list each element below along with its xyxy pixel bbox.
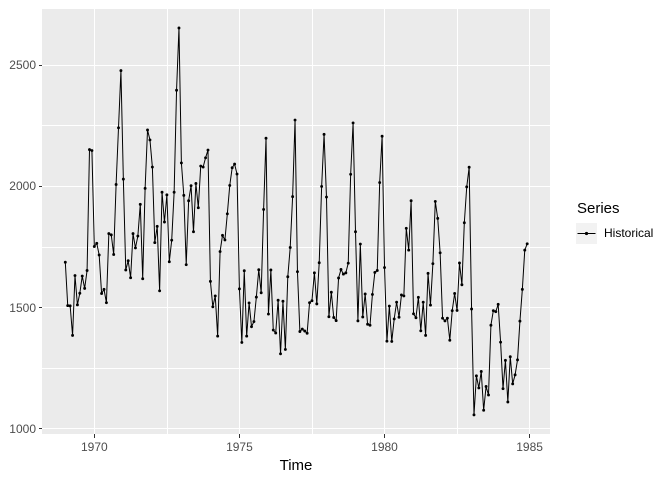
y-axis-tick <box>38 64 43 66</box>
x-axis-tick <box>529 434 531 438</box>
gridline-major-y <box>42 427 551 430</box>
legend-key-glyph-icon <box>577 231 596 236</box>
x-tick-label: 1970 <box>80 439 108 454</box>
legend-entry-historical: Historical <box>576 223 653 244</box>
legend-entry-label: Historical <box>604 226 654 240</box>
y-tick-label: 1500 <box>9 300 36 315</box>
gridline-minor-y <box>42 367 551 369</box>
x-tick-label: 1985 <box>516 439 543 454</box>
y-axis-tick <box>38 185 43 187</box>
gridline-minor-x <box>311 8 313 435</box>
x-axis-tick <box>238 434 240 438</box>
gridline-major-x <box>93 8 96 435</box>
x-tick-label: 1980 <box>371 439 398 454</box>
gridline-major-x <box>383 8 386 435</box>
gridline-minor-y <box>42 246 551 248</box>
x-tick-label: 1975 <box>226 439 253 454</box>
y-axis-tick <box>38 306 43 309</box>
legend-key <box>576 223 597 244</box>
gridline-major-y <box>42 306 551 309</box>
x-axis-tick <box>93 434 95 438</box>
legend-title: Series <box>577 200 620 217</box>
x-axis-title: Time <box>279 457 313 474</box>
y-tick-label: 2500 <box>9 58 36 73</box>
gridline-major-y <box>42 64 551 66</box>
y-axis-tick <box>38 428 43 430</box>
gridline-minor-x <box>456 8 458 435</box>
legend: Series Historical <box>576 200 653 244</box>
x-axis-tick <box>383 434 386 438</box>
gridline-major-y <box>42 185 551 188</box>
gridline-major-x <box>238 8 241 435</box>
y-tick-label: 2000 <box>9 179 36 194</box>
y-tick-label: 1000 <box>9 421 36 436</box>
gridline-minor-y <box>42 125 551 127</box>
gridline-major-x <box>528 8 531 435</box>
plot-panel <box>42 8 551 435</box>
gridline-minor-x <box>166 8 168 435</box>
